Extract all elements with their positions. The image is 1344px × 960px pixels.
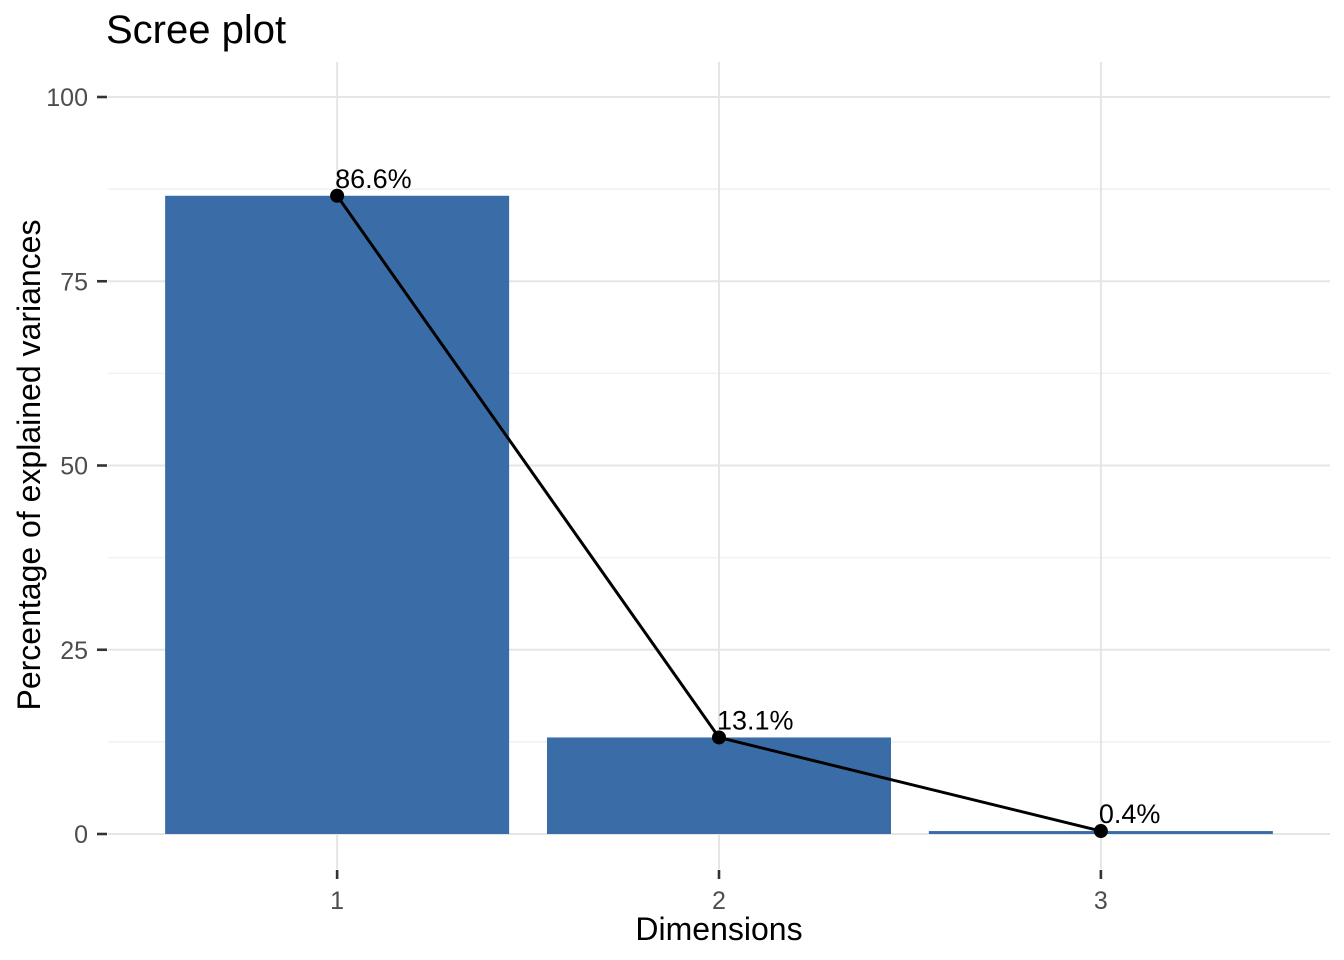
variance-bar	[547, 737, 891, 834]
x-axis-title: Dimensions	[635, 911, 803, 947]
y-tick-label: 50	[60, 453, 88, 481]
data-point	[712, 730, 726, 745]
x-tick-label: 1	[330, 887, 344, 915]
data-point-label: 86.6%	[335, 164, 412, 194]
x-tick-label: 2	[712, 887, 726, 915]
data-point	[1093, 824, 1108, 839]
y-tick-label: 25	[60, 637, 88, 665]
data-point	[330, 188, 345, 203]
variance-bar	[165, 195, 510, 834]
plot-title: Scree plot	[106, 8, 287, 52]
y-tick-label: 100	[46, 84, 88, 112]
y-tick-label: 75	[60, 268, 88, 296]
y-tick-label: 0	[74, 821, 88, 849]
x-tick-label: 3	[1094, 887, 1108, 915]
data-point-label: 0.4%	[1099, 799, 1161, 829]
data-point-label: 13.1%	[717, 705, 794, 735]
